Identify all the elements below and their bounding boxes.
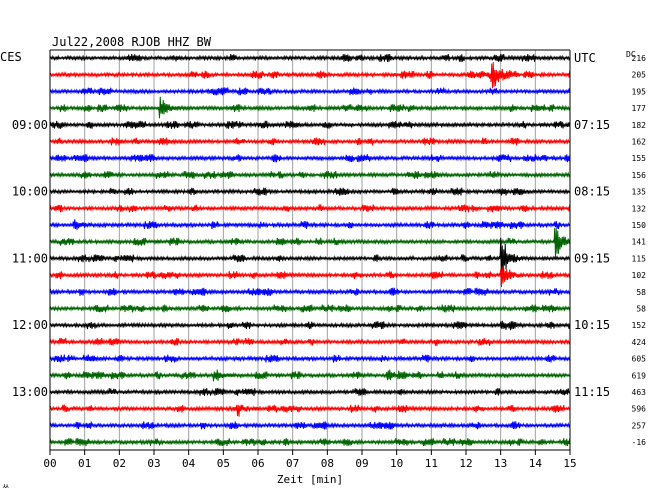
x-tick-label: 13: [494, 457, 507, 470]
x-tick-label: 05: [217, 457, 230, 470]
seismic-trace: [49, 304, 571, 313]
dc-value-label: 102: [632, 271, 647, 280]
seismic-trace: [49, 96, 571, 119]
x-ticks: 00 01 02 03 04 05 06 07 08 09 10 11 12 13 14 15: [43, 450, 577, 470]
dc-value-label: 150: [632, 221, 647, 230]
dc-value-label: 135: [632, 188, 647, 197]
x-tick-label: 07: [286, 457, 299, 470]
right-time-label: 07:15: [574, 118, 610, 132]
dc-value-label: 205: [632, 71, 647, 80]
dc-value-label: 605: [632, 355, 647, 364]
seismic-trace: [49, 337, 571, 346]
left-time-label: 13:00: [12, 385, 48, 399]
seismic-trace: [49, 320, 571, 331]
left-time-label: 10:00: [12, 185, 48, 199]
x-tick-label: 14: [529, 457, 543, 470]
seismic-trace: [49, 187, 571, 196]
x-tick-label: 09: [355, 457, 368, 470]
seismic-trace: [49, 154, 571, 163]
dc-value-label: 132: [632, 204, 647, 213]
seismic-trace: [49, 120, 571, 129]
dc-value-label: 141: [632, 238, 647, 247]
left-time-label: 12:00: [12, 318, 48, 332]
right-time-label: 10:15: [574, 318, 610, 332]
right-time-label: 09:15: [574, 251, 610, 265]
dc-value-label: 58: [636, 305, 646, 314]
seismic-trace: [49, 287, 571, 296]
x-tick-label: 08: [321, 457, 334, 470]
seismic-trace: [49, 388, 571, 397]
dc-value-label: 216: [632, 54, 647, 63]
left-axis-label: CES: [0, 50, 22, 64]
x-tick-label: 01: [78, 457, 91, 470]
seismic-trace: [49, 137, 571, 146]
seismic-trace: [49, 266, 571, 287]
seismic-trace: [49, 404, 571, 417]
x-tick-label: 04: [182, 457, 196, 470]
dc-value-label: 463: [632, 388, 647, 397]
x-axis-label: Zeit [min]: [277, 473, 343, 486]
seismic-trace: [49, 421, 571, 430]
trace-lines: [49, 53, 571, 447]
seismic-trace: [49, 227, 571, 259]
dc-header: DC: [626, 50, 636, 59]
right-time-label: UTC: [574, 51, 596, 65]
left-time-labels: 09:00 10:00 11:00 12:00 13:00: [12, 118, 48, 399]
seismic-trace: [49, 61, 571, 89]
x-tick-label: 10: [390, 457, 403, 470]
x-tick-label: 03: [147, 457, 160, 470]
seismic-trace: [49, 204, 571, 213]
seismic-trace: [49, 369, 571, 382]
dc-value-label: 152: [632, 321, 647, 330]
dc-values: 216 205 195 177 182 162 155 156 135 132 150 141 115 1…: [632, 54, 647, 447]
dc-value-label: 424: [632, 338, 647, 347]
dc-value-label: 115: [632, 254, 647, 263]
seismic-trace: [49, 219, 571, 230]
dc-value-label: 58: [636, 288, 646, 297]
seismic-trace: [49, 87, 571, 96]
x-tick-label: 02: [113, 457, 126, 470]
seismic-trace: [49, 438, 571, 447]
seismic-trace: [49, 53, 571, 63]
dc-value-label: 162: [632, 138, 647, 147]
x-tick-label: 06: [251, 457, 264, 470]
dc-value-label: 156: [632, 171, 647, 180]
dc-value-label: 596: [632, 405, 647, 414]
dc-value-label: -16: [632, 438, 647, 447]
seismic-trace: [49, 237, 571, 277]
seismic-trace: [49, 354, 571, 363]
dc-value-label: 155: [632, 154, 647, 163]
footer-mark: ㅆ: [2, 482, 9, 491]
dc-value-label: 195: [632, 87, 647, 96]
dc-value-label: 177: [632, 104, 647, 113]
x-tick-label: 11: [425, 457, 438, 470]
dc-value-label: 182: [632, 121, 647, 130]
x-tick-label: 00: [43, 457, 56, 470]
dc-value-label: 257: [632, 421, 647, 430]
seismic-trace: [49, 170, 571, 179]
dc-value-label: 619: [632, 371, 647, 380]
plot-frame: [49, 49, 571, 451]
right-time-label: 11:15: [574, 385, 610, 399]
left-time-label: 11:00: [12, 251, 48, 265]
x-tick-label: 15: [563, 457, 576, 470]
right-time-labels: UTC 07:15 08:15 09:15 10:15 11:15: [574, 51, 610, 399]
right-time-label: 08:15: [574, 185, 610, 199]
grid-lines: [84, 50, 536, 450]
x-tick-label: 12: [459, 457, 472, 470]
left-time-label: 09:00: [12, 118, 48, 132]
chart-title: Jul22,2008 RJOB HHZ BW: [52, 35, 212, 49]
